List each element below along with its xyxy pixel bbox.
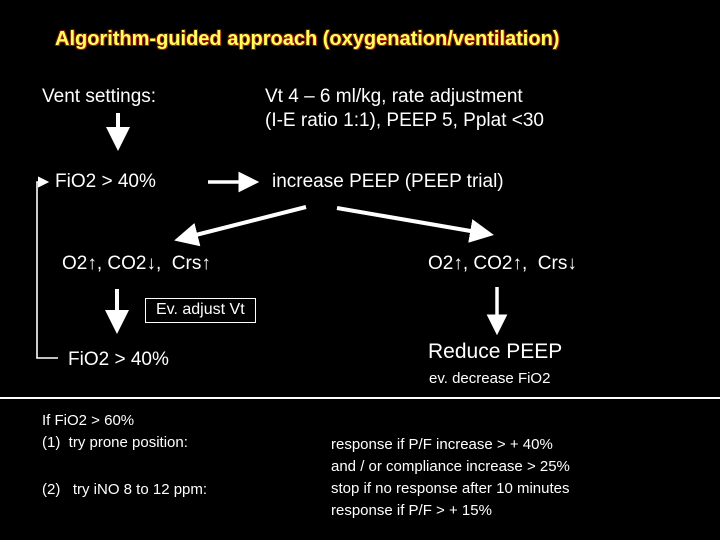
vent-values-line2: (I-E ratio 1:1), PEEP 5, Pplat <30 — [265, 110, 544, 131]
footer-option2: (2) try iNO 8 to 12 ppm: — [42, 481, 208, 498]
reduce-peep-label: Reduce PEEP — [428, 340, 563, 363]
peep-left-diagonal-arrow — [174, 205, 307, 247]
footer-note-2: and / or compliance increase > 25% — [331, 458, 570, 475]
footer-condition: If FiO2 > 60% — [42, 412, 135, 429]
vent-values-line1: Vt 4 – 6 ml/kg, rate adjustment — [265, 86, 523, 107]
fio2-top-label: FiO2 > 40% — [55, 171, 156, 192]
footer-option1: (1) try prone position: — [42, 434, 188, 451]
ev-decrease-fio2-label: ev. decrease FiO2 — [429, 370, 551, 387]
ev-adjust-vt-box: Ev. adjust Vt — [145, 298, 256, 323]
peep-right-diagonal-arrow — [336, 206, 494, 243]
increase-peep-label: increase PEEP (PEEP trial) — [272, 171, 504, 192]
left-outcome-label: O2↑, CO2↓, Crs↑ — [62, 253, 211, 274]
slide-title: Algorithm-guided approach (oxygenation/v… — [55, 28, 560, 50]
footer-note-4: response if P/F > + 15% — [331, 502, 492, 519]
divider-line — [0, 397, 720, 399]
fio2-bottom-label: FiO2 > 40% — [68, 349, 169, 370]
footer-note-3: stop if no response after 10 minutes — [331, 480, 570, 497]
footer-note-1: response if P/F increase > + 40% — [331, 436, 553, 453]
right-outcome-label: O2↑, CO2↑, Crs↓ — [428, 253, 577, 274]
feedback-loop-line — [36, 176, 58, 359]
vent-settings-label: Vent settings: — [42, 86, 157, 107]
